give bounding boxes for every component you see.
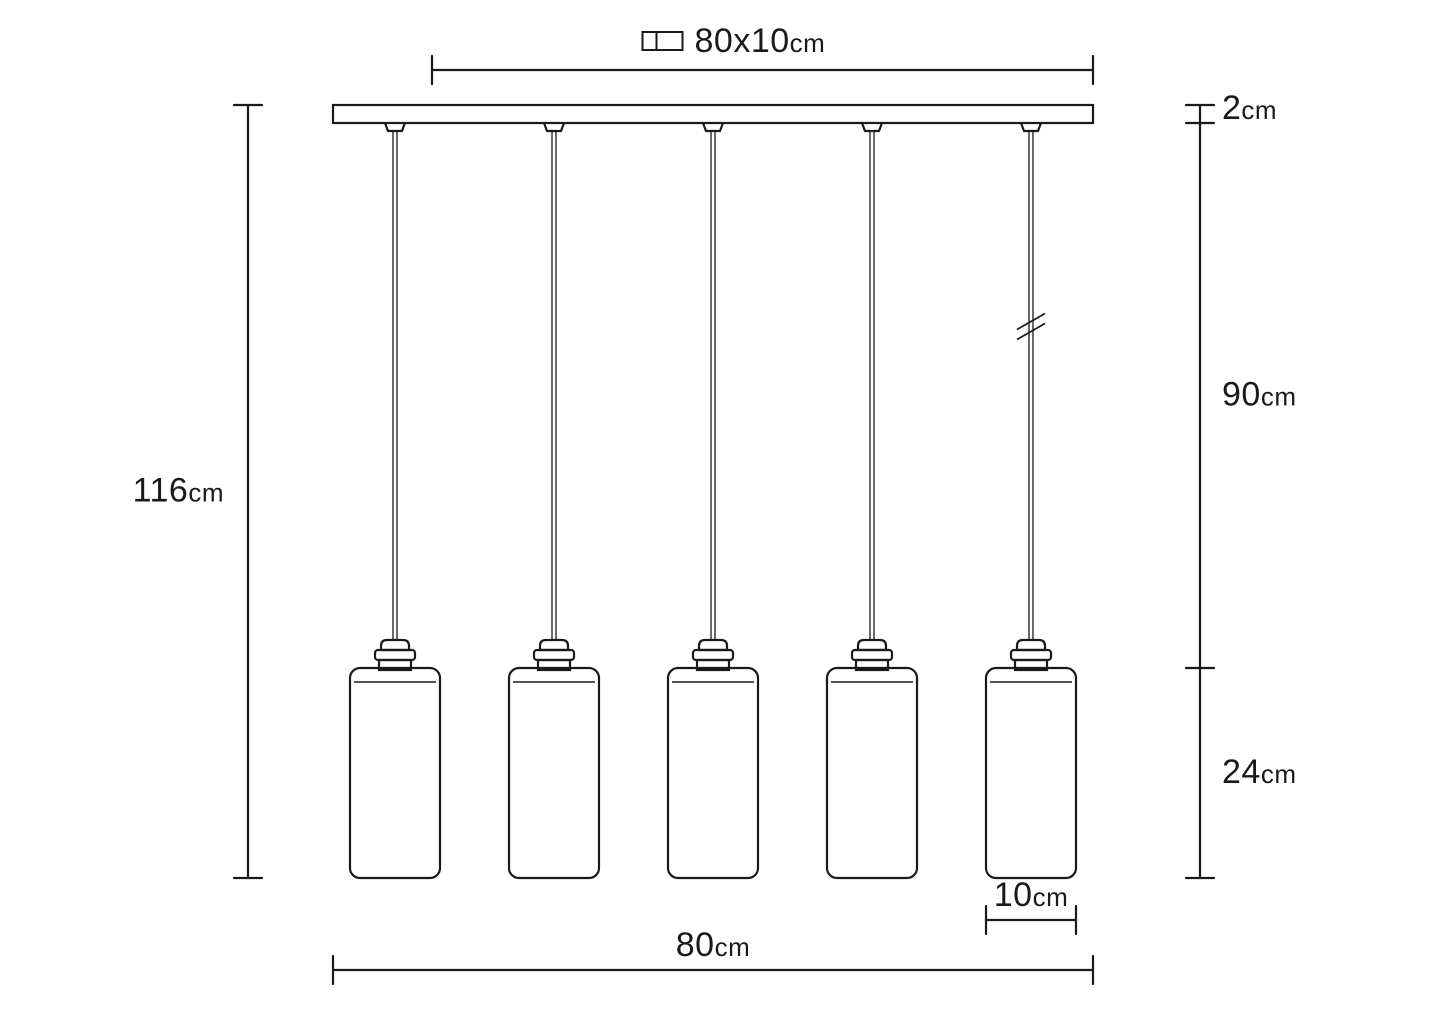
dim-top-width: 80x10cm xyxy=(432,22,1093,84)
dim-overall-height: 116cm xyxy=(133,105,262,878)
dim-shade-height-label: 24cm xyxy=(1222,753,1297,791)
dim-cable-length-label: 90cm xyxy=(1222,376,1297,414)
pendant-2 xyxy=(509,131,599,878)
pendants-group xyxy=(350,131,1076,878)
dim-overall-width: 80cm xyxy=(333,926,1093,984)
dim-overall-width-label: 80cm xyxy=(676,926,751,964)
pendant-1 xyxy=(350,131,440,878)
pendant-light-technical-diagram: 80x10cm 116cm 2cm 90cm 24cm 80cm xyxy=(0,0,1449,1024)
dim-shade-width: 10cm xyxy=(986,876,1076,934)
dim-overall-height-label: 116cm xyxy=(133,472,224,510)
dim-shade-width-label: 10cm xyxy=(994,876,1069,914)
dim-plate-thickness-label: 2cm xyxy=(1222,89,1277,127)
ceiling-plate xyxy=(333,105,1093,131)
pendant-5 xyxy=(986,131,1076,878)
pendant-4 xyxy=(827,131,917,878)
dim-right-stack: 2cm 90cm 24cm xyxy=(1186,89,1297,878)
dim-top-width-label: 80x10cm xyxy=(695,22,826,60)
pendant-3 xyxy=(668,131,758,878)
profile-icon xyxy=(643,32,683,50)
